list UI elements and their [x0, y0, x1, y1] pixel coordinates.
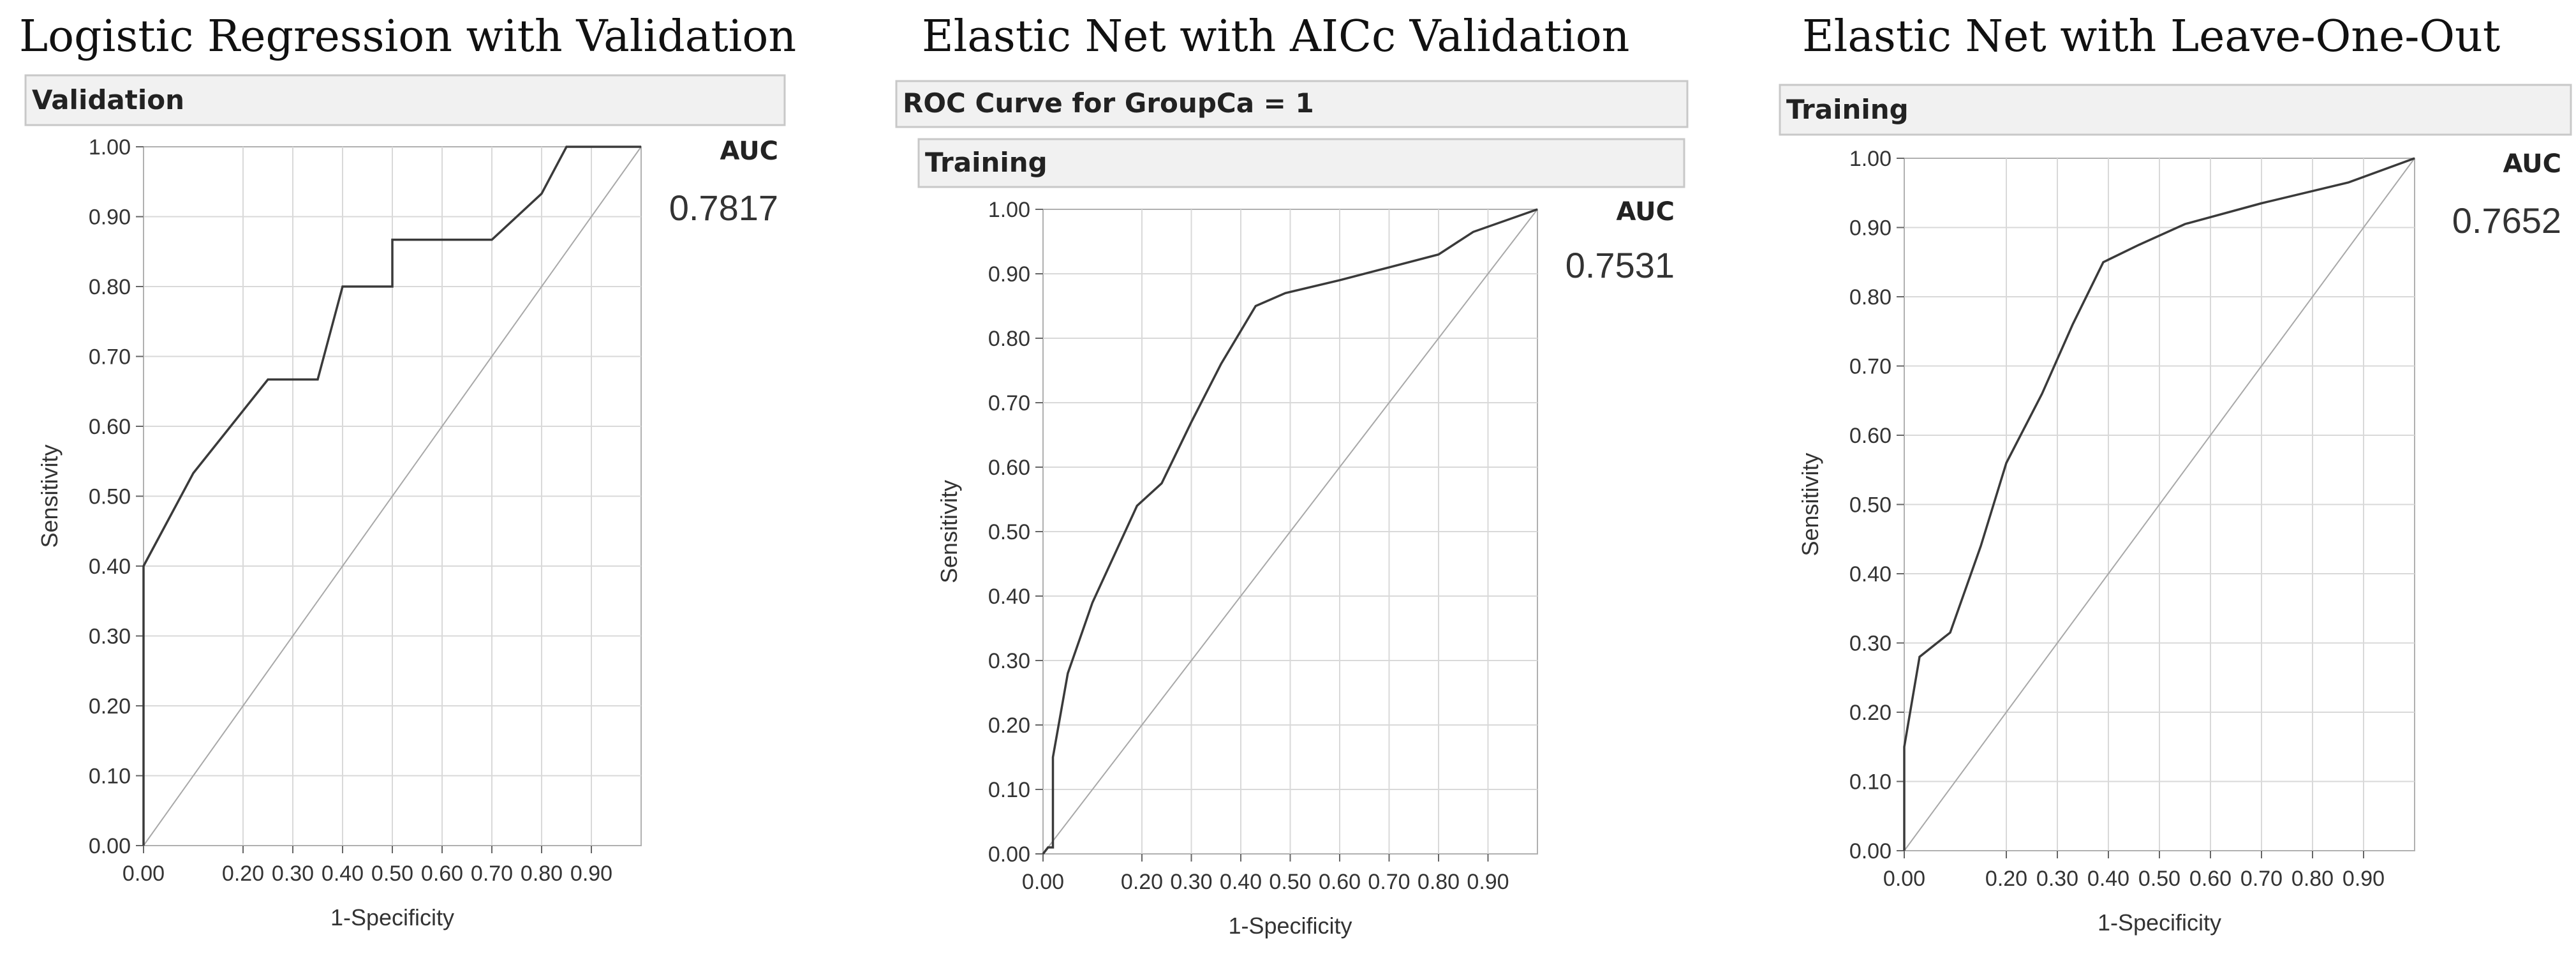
section-header-box — [1779, 84, 2572, 136]
roc-panel-1: Logistic Regression with Validation Valid… — [19, 11, 796, 930]
y-tick-label: 0.60 — [89, 415, 131, 439]
x-tick-label: 0.30 — [272, 862, 314, 886]
x-tick-label: 0.40 — [322, 862, 364, 886]
y-tick-label: 1.00 — [89, 135, 131, 160]
x-tick-label: 0.90 — [1467, 870, 1509, 894]
y-tick-label: 0.30 — [1849, 632, 1891, 656]
x-tick-label: 0.80 — [2291, 867, 2334, 891]
y-tick-label: 0.20 — [89, 694, 131, 719]
section-header-box — [917, 138, 1685, 188]
y-tick-label: 0.90 — [988, 262, 1030, 287]
x-tick-label: 0.20 — [222, 862, 264, 886]
x-tick-label: 0.70 — [2240, 867, 2283, 891]
roc-curve-line — [1903, 157, 2415, 851]
y-tick-label: 0.10 — [1849, 770, 1891, 795]
x-tick-label: 0.80 — [521, 862, 563, 886]
auc-label: AUC — [2503, 149, 2561, 179]
y-tick-label: 0.70 — [988, 391, 1030, 415]
x-tick-label: 0.60 — [2189, 867, 2232, 891]
roc-curve-line — [142, 146, 641, 846]
x-tick-label: 0.50 — [371, 862, 413, 886]
reference-diagonal-line — [1042, 209, 1538, 855]
x-tick-label: 0.00 — [1022, 870, 1064, 894]
y-tick-label: 0.70 — [89, 345, 131, 370]
auc-value: 0.7531 — [1566, 245, 1675, 285]
y-tick-label: 0.00 — [988, 842, 1030, 867]
x-tick-label: 0.50 — [2138, 867, 2180, 891]
x-tick-label: 0.50 — [1269, 870, 1311, 894]
y-axis-label: Sensitivity — [1797, 452, 1823, 556]
x-tick-label: 0.20 — [1121, 870, 1163, 894]
auc-value: 0.7652 — [2452, 200, 2561, 241]
y-tick-label: 1.00 — [988, 198, 1030, 222]
x-tick-label: 0.70 — [1368, 870, 1410, 894]
y-axis-label: Sensitivity — [36, 444, 63, 548]
y-tick-label: 0.20 — [1849, 701, 1891, 725]
roc-panel-2: Elastic Net with AICc Validation ROC Curv… — [895, 11, 1689, 939]
section-header-label: Training — [925, 147, 1047, 178]
y-tick-label: 0.90 — [89, 205, 131, 230]
x-tick-label: 0.60 — [1319, 870, 1361, 894]
auc-value: 0.7817 — [669, 188, 778, 228]
reference-diagonal-line — [143, 146, 642, 846]
y-tick-label: 0.00 — [89, 834, 131, 858]
y-tick-label: 0.40 — [1849, 562, 1891, 586]
panel-title: Elastic Net with Leave-One-Out — [1802, 11, 2500, 62]
x-tick-label: 0.40 — [2087, 867, 2129, 891]
x-tick-label: 0.00 — [1883, 867, 1925, 891]
y-tick-label: 0.80 — [988, 327, 1030, 351]
y-tick-label: 0.50 — [1849, 493, 1891, 518]
x-tick-label: 0.70 — [471, 862, 513, 886]
x-tick-label: 0.20 — [1985, 867, 2027, 891]
y-tick-label: 0.40 — [89, 555, 131, 579]
y-tick-label: 1.00 — [1849, 147, 1891, 171]
x-tick-label: 0.30 — [2036, 867, 2078, 891]
y-tick-label: 0.30 — [988, 649, 1030, 673]
y-axis-label: Sensitivity — [936, 480, 962, 583]
y-tick-label: 0.50 — [988, 520, 1030, 544]
x-axis-label: 1-Specificity — [1228, 913, 1352, 939]
y-tick-label: 0.40 — [988, 585, 1030, 609]
y-tick-label: 0.20 — [988, 713, 1030, 738]
panel-title: Logistic Regression with Validation — [19, 11, 796, 62]
y-tick-label: 0.50 — [89, 485, 131, 509]
y-tick-label: 0.60 — [988, 456, 1030, 480]
y-tick-label: 0.80 — [89, 275, 131, 299]
y-tick-label: 0.90 — [1849, 216, 1891, 241]
y-tick-label: 0.70 — [1849, 355, 1891, 379]
auc-label: AUC — [1616, 197, 1675, 227]
reference-diagonal-line — [1904, 158, 2415, 851]
section-header-label: Training — [1786, 94, 1909, 125]
y-tick-label: 0.10 — [988, 778, 1030, 802]
x-tick-label: 0.40 — [1220, 870, 1262, 894]
auc-label: AUC — [720, 137, 778, 166]
x-tick-label: 0.30 — [1170, 870, 1212, 894]
x-tick-label: 0.80 — [1418, 870, 1460, 894]
section-header-label: ROC Curve for GroupCa = 1 — [903, 87, 1314, 119]
y-tick-label: 0.00 — [1849, 839, 1891, 863]
section-header-box — [24, 74, 786, 126]
x-tick-label: 0.00 — [122, 862, 165, 886]
roc-curve-line — [1042, 208, 1538, 855]
y-tick-label: 0.30 — [89, 625, 131, 649]
x-tick-label: 0.90 — [570, 862, 612, 886]
x-tick-label: 0.90 — [2343, 867, 2385, 891]
section-header-box — [895, 80, 1689, 128]
x-axis-label: 1-Specificity — [330, 904, 454, 930]
roc-panel-3: Elastic Net with Leave-One-Out Training 0.… — [1779, 11, 2572, 936]
section-header-label: Validation — [32, 84, 184, 116]
y-tick-label: 0.80 — [1849, 285, 1891, 310]
y-tick-label: 0.60 — [1849, 424, 1891, 448]
y-tick-label: 0.10 — [89, 765, 131, 789]
panel-title: Elastic Net with AICc Validation — [922, 11, 1629, 62]
x-tick-label: 0.60 — [421, 862, 463, 886]
x-axis-label: 1-Specificity — [2098, 909, 2221, 936]
